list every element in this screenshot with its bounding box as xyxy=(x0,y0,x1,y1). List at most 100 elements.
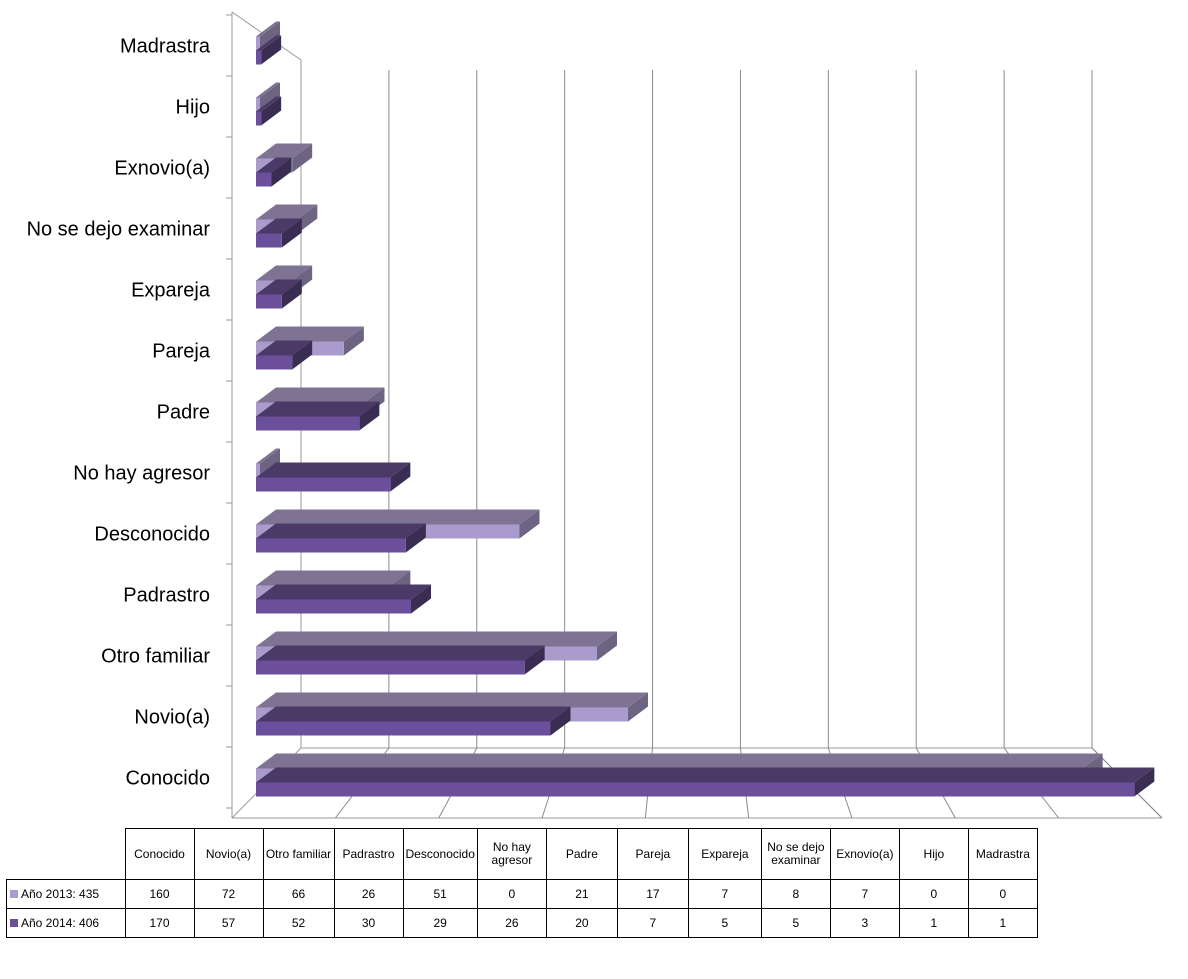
bar-2014 xyxy=(256,721,551,736)
table-cell: 170 xyxy=(124,908,195,938)
table-cell: 7 xyxy=(829,879,900,909)
bar-2014-side xyxy=(550,706,571,736)
bar-2013-top xyxy=(256,326,364,342)
bar-2014-side xyxy=(524,645,545,675)
table-corner xyxy=(6,828,126,880)
bar-2014 xyxy=(256,782,1135,797)
table-cell: 51 xyxy=(402,879,478,909)
table-cell: 29 xyxy=(402,908,478,938)
bar-2014-top xyxy=(256,645,545,661)
table-cell: 66 xyxy=(262,879,335,909)
bar-chart: Conocido Novio(a) Otro familiar Padrastro De… xyxy=(27,11,1163,819)
bar-2013-top xyxy=(256,692,648,708)
bar-2013-top xyxy=(256,631,617,647)
table-cell: 7 xyxy=(687,879,762,909)
legend-swatch xyxy=(10,919,18,928)
table-cell: 5 xyxy=(760,908,831,938)
table-header-cell: Expareja xyxy=(687,828,762,880)
table-cell: 7 xyxy=(616,908,689,938)
series-name: Año 2013: 435 xyxy=(21,886,100,901)
table-header-cell: No hay agresor xyxy=(476,828,547,880)
bar-2014 xyxy=(256,294,282,309)
category-label: Novio(a) xyxy=(134,707,210,729)
legend-swatch xyxy=(10,890,18,899)
series-name: Año 2014: 406 xyxy=(21,915,100,930)
bar-2014-top xyxy=(256,279,302,295)
category-label: Conocido xyxy=(125,768,210,790)
bar-2013-side xyxy=(260,82,280,112)
data-table: Conocido Novio(a) Otro familiar Padrastro De… xyxy=(6,828,1038,938)
bar-2013 xyxy=(256,463,260,478)
bar-2014 xyxy=(256,477,391,492)
bar-2013-top xyxy=(256,143,313,159)
table-cell: 0 xyxy=(967,879,1038,909)
bar-2013-side xyxy=(292,143,313,173)
category-label: Exnovio(a) xyxy=(114,158,210,180)
table-cell: 3 xyxy=(829,908,900,938)
table-cell: 26 xyxy=(333,879,404,909)
bar-2013-top xyxy=(256,448,280,464)
category-label: Desconocido xyxy=(94,524,210,546)
bar-2013-top xyxy=(256,204,318,220)
table-cell: 8 xyxy=(760,879,831,909)
table-header-cell: Desconocido xyxy=(402,828,478,880)
bar-2014-side xyxy=(390,462,411,492)
table-row: Año 2013: 435 160 72 66 26 51 0 21 17 7 8 7 0 0 xyxy=(6,879,1038,909)
bar-2014 xyxy=(256,660,525,675)
bar-2013-top xyxy=(256,509,540,525)
bar-2014 xyxy=(256,355,293,370)
table-header-cell: Padre xyxy=(545,828,618,880)
bar-2014-side xyxy=(281,218,302,248)
bar-2014-side xyxy=(1134,767,1155,797)
table-cell: 52 xyxy=(262,908,335,938)
category-label: Pareja xyxy=(152,341,211,363)
bar-2014 xyxy=(256,233,282,248)
table-header-cell: Hijo xyxy=(898,828,969,880)
bar-2014 xyxy=(256,50,262,65)
bar-2014-top xyxy=(256,218,302,234)
table-cell: 20 xyxy=(545,908,618,938)
category-label: Expareja xyxy=(131,280,211,302)
bar-2014-side xyxy=(261,96,282,126)
bar-2013-side xyxy=(343,326,364,356)
bar-2013-side xyxy=(260,21,280,51)
bar-2013-top xyxy=(256,265,313,281)
bar-2014-top xyxy=(256,584,431,600)
table-cell: 0 xyxy=(476,879,547,909)
table-cell: 57 xyxy=(193,908,264,938)
table-cell: 21 xyxy=(545,879,618,909)
category-label: Padrastro xyxy=(123,585,210,607)
table-cell: 26 xyxy=(476,908,547,938)
bar-2014 xyxy=(256,111,262,126)
table-header-cell: Madrastra xyxy=(967,828,1038,880)
bar-2014-top xyxy=(256,767,1155,783)
bar-2014-top xyxy=(256,401,380,417)
table-header-row: Conocido Novio(a) Otro familiar Padrastro De… xyxy=(6,828,1038,880)
table-header-cell: Padrastro xyxy=(333,828,404,880)
bar-2014 xyxy=(256,538,406,553)
category-labels: Conocido Novio(a) Otro familiar Padrastro De… xyxy=(27,36,211,790)
category-label: Padre xyxy=(157,402,210,424)
bar-2013 xyxy=(256,36,260,51)
table-cell: 5 xyxy=(687,908,762,938)
bar-2014 xyxy=(256,599,411,614)
bars xyxy=(256,21,1155,797)
bar-2014-side xyxy=(271,157,292,187)
bar-2014 xyxy=(256,172,272,187)
series-legend-cell: Año 2014: 406 xyxy=(6,908,126,938)
table-cell: 30 xyxy=(333,908,404,938)
category-label: No se dejo examinar xyxy=(27,219,211,241)
table-cell: 1 xyxy=(898,908,969,938)
table-cell: 0 xyxy=(898,879,969,909)
bar-2014-side xyxy=(281,279,302,309)
bar-2013 xyxy=(256,97,260,112)
category-label: Hijo xyxy=(176,97,210,119)
table-cell: 160 xyxy=(124,879,195,909)
bar-2013-top xyxy=(256,753,1103,769)
bar-2013-top xyxy=(256,21,280,37)
series-legend-cell: Año 2013: 435 xyxy=(6,879,126,909)
category-label: Otro familiar xyxy=(101,646,210,668)
bar-2014 xyxy=(256,416,360,431)
bar-2014-side xyxy=(261,35,282,65)
table-cell: 72 xyxy=(193,879,264,909)
